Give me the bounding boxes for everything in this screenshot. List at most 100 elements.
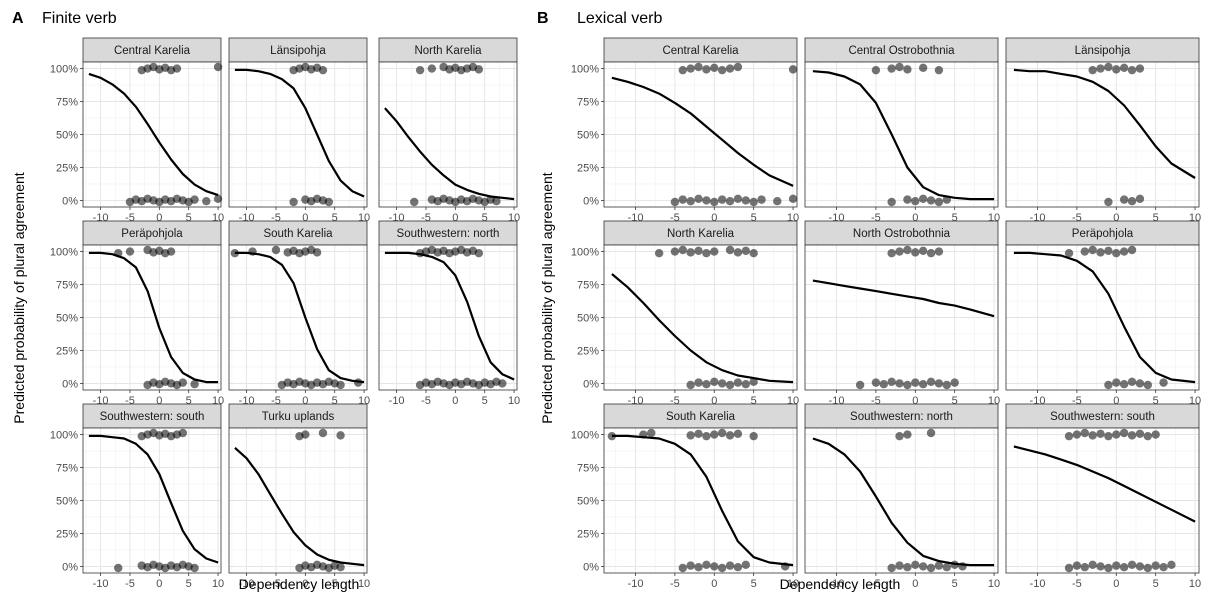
x-tick-label: -10 [389, 395, 405, 407]
data-point-plural [1119, 428, 1129, 438]
data-point-plural [926, 248, 936, 258]
data-point-singular [773, 197, 782, 206]
data-point-plural [717, 428, 727, 438]
x-tick-label: -10 [239, 578, 255, 590]
fitted-curve [234, 251, 365, 384]
facet-border [603, 244, 798, 391]
x-tick-label: 5 [186, 578, 192, 590]
data-point-plural [1135, 64, 1145, 73]
y-tick-label: 25% [56, 345, 78, 357]
y-tick-label: 50% [56, 313, 78, 325]
x-tick-label: -5 [670, 395, 680, 407]
x-tick-label: -5 [1072, 395, 1082, 407]
facet-strip [228, 37, 368, 63]
data-point-singular [749, 197, 758, 207]
x-tick-label: 5 [751, 395, 757, 407]
data-point-singular [1167, 560, 1176, 570]
y-tick-label: 100% [571, 64, 599, 76]
data-point-singular [1135, 194, 1145, 204]
y-tick-label: 25% [56, 162, 78, 174]
data-point-singular [190, 380, 199, 389]
data-point-plural [166, 247, 176, 256]
data-point-singular [686, 380, 695, 390]
facet-border [603, 427, 798, 574]
data-point-plural [1080, 247, 1089, 256]
y-tick-label: 75% [56, 280, 78, 292]
data-point-singular [855, 380, 865, 390]
x-tick-label: 5 [751, 212, 757, 224]
x-tick-label: 5 [482, 395, 488, 407]
y-tick-label: 25% [577, 345, 599, 357]
fitted-curve [611, 273, 794, 384]
data-point-singular [1119, 380, 1129, 389]
y-tick-label: 75% [577, 97, 599, 109]
data-point-plural [318, 428, 328, 438]
data-point-singular [887, 377, 896, 387]
facet-strip [82, 403, 222, 429]
data-point-plural [1135, 429, 1145, 438]
data-point-plural [647, 428, 656, 438]
data-point-singular [934, 197, 944, 207]
data-point-singular [1127, 377, 1137, 387]
data-point-singular [1119, 563, 1129, 572]
facet-strip-label: Länsipohja [1075, 45, 1131, 57]
data-point-singular [702, 196, 711, 205]
x-tick-label: 0 [912, 395, 918, 407]
data-point-singular [1159, 563, 1168, 572]
data-point-plural [710, 247, 719, 256]
data-point-singular [918, 380, 928, 389]
data-point-singular [903, 195, 912, 204]
data-point-plural [1112, 248, 1121, 258]
data-point-singular [950, 378, 959, 387]
data-point-singular [879, 380, 888, 389]
facet-strip [603, 220, 798, 246]
data-point-plural [1104, 62, 1113, 72]
y-tick-label: 0% [583, 378, 599, 390]
data-point-singular [702, 380, 711, 389]
facet-strip [378, 220, 518, 246]
data-point-plural [741, 246, 750, 255]
data-point-plural [1088, 245, 1097, 255]
data-point-singular [942, 380, 951, 390]
facet-strip [603, 403, 798, 429]
data-point-singular [289, 197, 298, 207]
data-point-singular [1072, 561, 1082, 570]
data-point-singular [733, 563, 743, 572]
data-point-singular [1159, 378, 1168, 387]
data-point-singular [717, 195, 727, 204]
data-point-singular [926, 196, 936, 205]
data-point-singular [410, 197, 419, 207]
data-point-plural [312, 248, 322, 257]
facet-border [804, 244, 999, 391]
data-point-singular [1096, 562, 1105, 571]
data-point-plural [1104, 246, 1113, 255]
data-point-singular [324, 197, 334, 207]
x-tick-label: -5 [1072, 212, 1082, 224]
data-point-singular [178, 378, 188, 387]
facet-border [82, 427, 222, 574]
data-point-plural [788, 65, 798, 74]
x-tick-label: 10 [508, 395, 520, 407]
data-point-plural [903, 65, 912, 74]
data-point-plural [911, 248, 920, 257]
data-point-plural [172, 64, 182, 73]
data-point-singular [702, 560, 711, 570]
facet-strip-label: South Karelia [666, 411, 736, 423]
data-point-plural [918, 63, 928, 72]
data-point-plural [686, 64, 695, 73]
y-tick-label: 100% [571, 430, 599, 442]
x-tick-label: 5 [186, 212, 192, 224]
data-point-plural [934, 65, 944, 75]
data-point-plural [749, 431, 758, 441]
data-point-singular [934, 379, 944, 388]
x-tick-label: -5 [271, 395, 281, 407]
data-point-plural [1064, 248, 1074, 258]
fitted-curve [234, 446, 365, 567]
data-point-plural [1096, 429, 1105, 438]
facet-border [1005, 427, 1200, 574]
data-point-plural [336, 431, 345, 440]
facet-strip [1005, 403, 1200, 429]
x-tick-label: 5 [332, 395, 338, 407]
facet-strip-label: South Karelia [263, 228, 333, 240]
y-tick-label: 0% [583, 561, 599, 573]
